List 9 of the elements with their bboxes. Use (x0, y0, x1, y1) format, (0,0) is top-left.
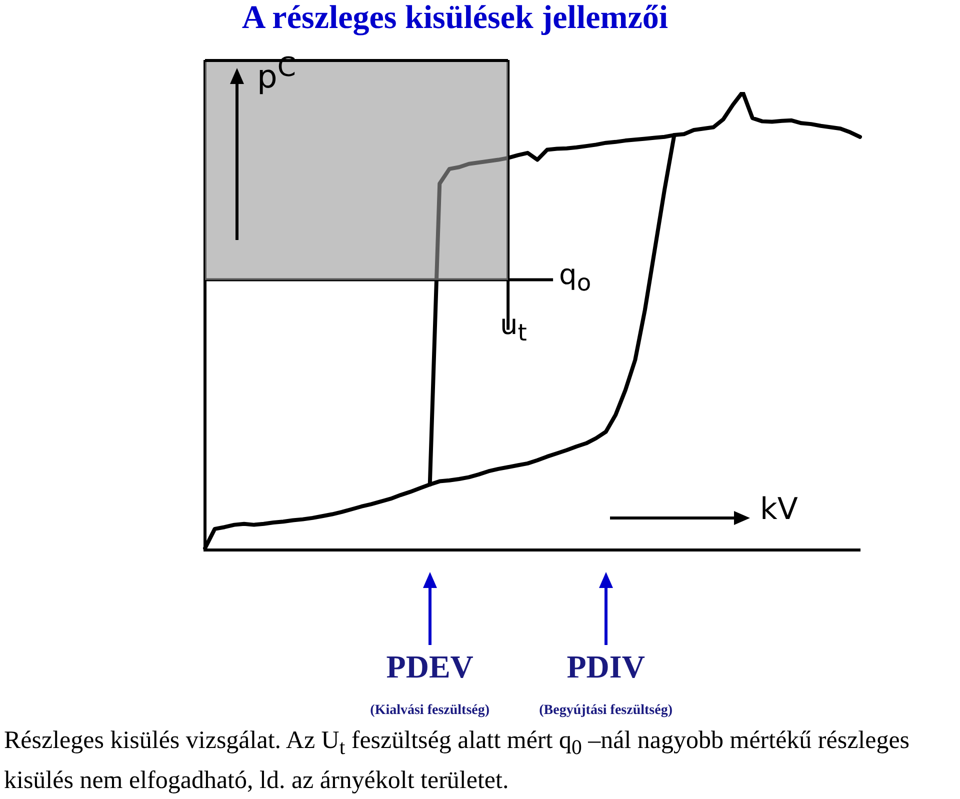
x-tick-label: PDEV (386, 648, 474, 684)
x-axis-title: kV (760, 492, 798, 527)
chart-title: A részleges kisülések jellemzői (240, 0, 670, 37)
text: Részleges kisülés vizsgálat. Az U$_{t}$ feszültség alatt mért q$_{0}$ –nál nagyobb mértékű részleges kisülés nem elfogadható, ld. az árnyékolt területet. (4, 727, 910, 794)
text: (Kialvási feszültség) (370, 703, 490, 718)
ref-line-label: q$_{o}$ (559, 258, 592, 298)
annotation: u$_{t}$ (500, 308, 527, 348)
x-tick-label: PDIV (566, 648, 645, 684)
text: (Begyújtási feszültség) (539, 703, 672, 718)
